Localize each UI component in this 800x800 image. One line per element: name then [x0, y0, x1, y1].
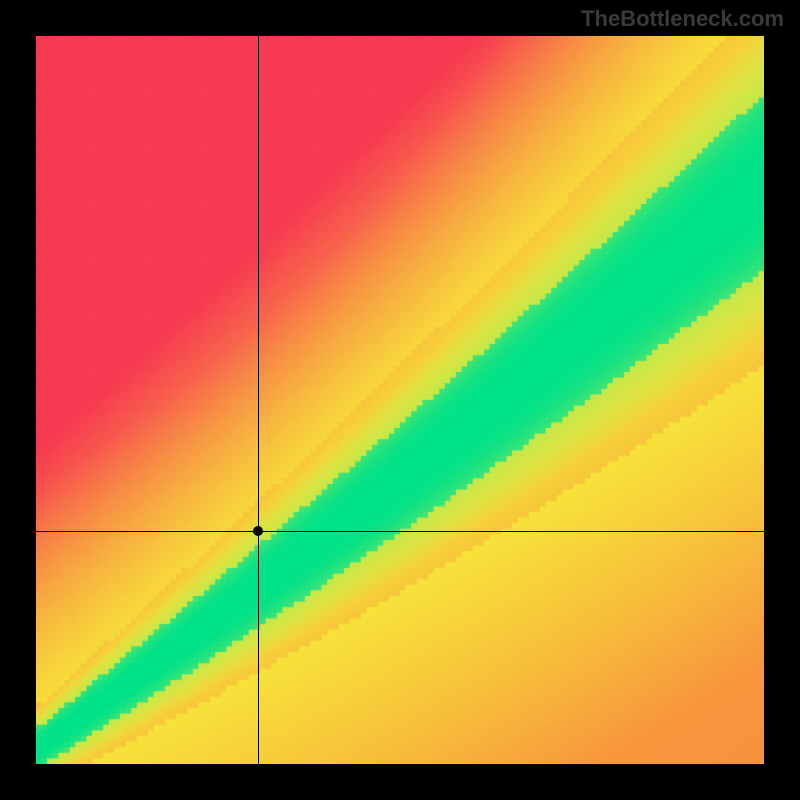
crosshair-vertical	[258, 36, 259, 764]
marker-dot	[253, 526, 263, 536]
crosshair-horizontal	[36, 531, 764, 532]
heatmap-canvas	[36, 36, 764, 764]
watermark-text: TheBottleneck.com	[581, 6, 784, 32]
heatmap-plot-area	[36, 36, 764, 764]
